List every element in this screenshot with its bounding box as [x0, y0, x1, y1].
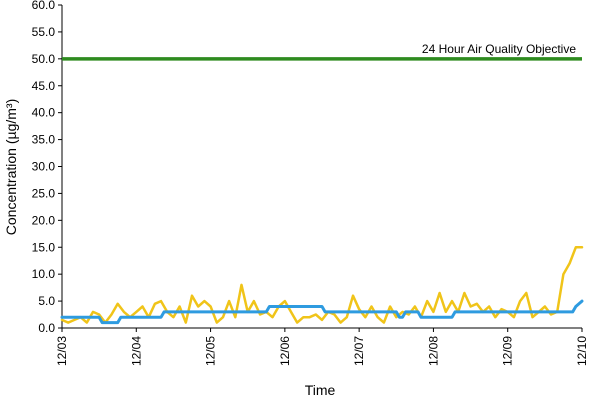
x-tick-label: 12/03 [55, 336, 69, 366]
rolling-average-series-line [60, 299, 584, 325]
y-tick-label: 15.0 [32, 240, 56, 254]
y-tick-label: 40.0 [32, 106, 56, 120]
y-tick-label: 45.0 [32, 79, 56, 93]
x-tick-label: 12/04 [129, 336, 143, 366]
y-tick-label: 25.0 [32, 186, 56, 200]
x-tick-label: 12/10 [575, 336, 589, 366]
axes: 0.0 5.0 10.0 15.0 20.0 25.0 30.0 35.0 40.0 45.0 50… [32, 0, 589, 366]
y-tick-label: 60.0 [32, 0, 56, 12]
x-tick-label: 12/05 [204, 336, 218, 366]
y-tick-label: 0.0 [38, 321, 55, 335]
y-tick-label: 20.0 [32, 213, 56, 227]
x-axis-title: Time [305, 382, 336, 398]
y-tick-label: 35.0 [32, 133, 56, 147]
x-tick-label: 12/08 [426, 336, 440, 366]
series-group [60, 246, 584, 325]
y-tick-label: 30.0 [32, 160, 56, 174]
x-tick-label: 12/09 [501, 336, 515, 366]
x-tick-label: 12/07 [352, 336, 366, 366]
objective-label: 24 Hour Air Quality Objective [422, 42, 576, 56]
y-axis-title: Concentration (µg/m³) [3, 99, 19, 235]
y-tick-label: 10.0 [32, 267, 56, 281]
x-tick-label: 12/06 [278, 336, 292, 366]
y-tick-label: 5.0 [38, 294, 55, 308]
y-tick-label: 55.0 [32, 25, 56, 39]
y-tick-label: 50.0 [32, 52, 56, 66]
